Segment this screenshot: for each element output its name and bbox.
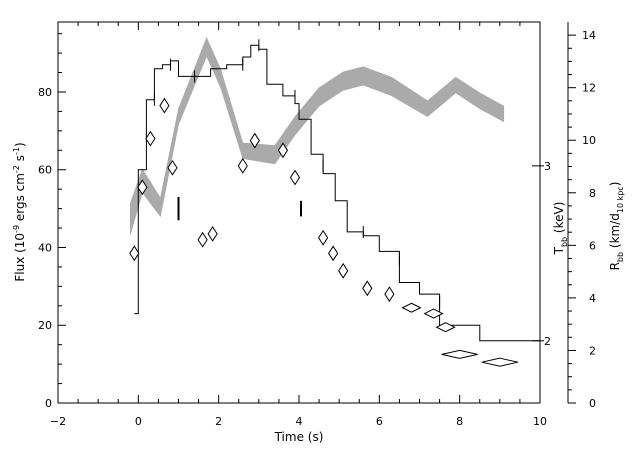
flux-tick-label: 40 <box>38 241 52 254</box>
temperature-point <box>362 280 373 297</box>
x-tick-label: 0 <box>135 415 142 428</box>
temperature-point <box>401 302 422 313</box>
x-tick-label: 2 <box>215 415 222 428</box>
y-axis-label-radius: Rbb (km/d10 kpc) <box>608 182 625 271</box>
temperature-point <box>137 179 148 196</box>
radius-band <box>130 37 505 235</box>
flux-histogram-layer <box>134 39 540 342</box>
flux-tick-label: 0 <box>45 397 52 410</box>
temperature-tick-label: 3 <box>544 160 551 173</box>
temperature-point <box>481 357 518 367</box>
temperature-tick-label: 2 <box>544 335 551 348</box>
x-tick-label: 6 <box>376 415 383 428</box>
radius-tick-label: 8 <box>589 187 596 200</box>
temperature-point <box>145 130 156 147</box>
x-tick-label: 10 <box>533 415 547 428</box>
temperature-point <box>207 225 218 242</box>
radius-tick-label: 6 <box>589 239 596 252</box>
radius-tick-label: 4 <box>589 292 596 305</box>
radius-tick-label: 2 <box>589 344 596 357</box>
temperature-point <box>289 169 301 186</box>
temperature-point <box>249 132 260 149</box>
temperature-point <box>129 245 140 262</box>
radius-band-layer <box>130 37 505 235</box>
x-tick-label: −2 <box>50 415 66 428</box>
y-axis-label-flux: Flux (10-9 ergs cm-2 s-1) <box>12 142 27 281</box>
temperature-point <box>338 262 349 279</box>
y-axis-label-temperature: Tbb (keV) <box>552 202 569 256</box>
temperature-point <box>237 157 248 174</box>
temperature-point <box>277 142 289 159</box>
temperature-point <box>318 229 329 246</box>
flux-tick-label: 60 <box>38 164 52 177</box>
radius-tick-label: 12 <box>582 82 596 95</box>
radius-tick-label: 10 <box>582 134 596 147</box>
x-tick-label: 8 <box>456 415 463 428</box>
temperature-point <box>423 308 444 319</box>
axes-layer: −2 0 2 4 6 8 10 0 20 40 60 80 0 2 4 6 8 10 12 14 2 3 <box>38 22 596 428</box>
temperature-point <box>441 349 478 359</box>
temperature-point <box>159 97 170 114</box>
temperature-point <box>384 286 395 303</box>
flux-tick-label: 20 <box>38 319 52 332</box>
temperature-point <box>435 322 456 333</box>
temperature-point <box>328 245 339 262</box>
radius-tick-label: 14 <box>582 29 596 42</box>
x-tick-label: 4 <box>296 415 303 428</box>
radius-tick-label: 0 <box>589 397 596 410</box>
temperature-diamond-layer <box>129 97 518 367</box>
temperature-point <box>197 231 208 248</box>
temperature-point <box>167 159 178 176</box>
flux-tick-label: 80 <box>38 86 52 99</box>
x-axis-label: Time (s) <box>274 430 324 444</box>
